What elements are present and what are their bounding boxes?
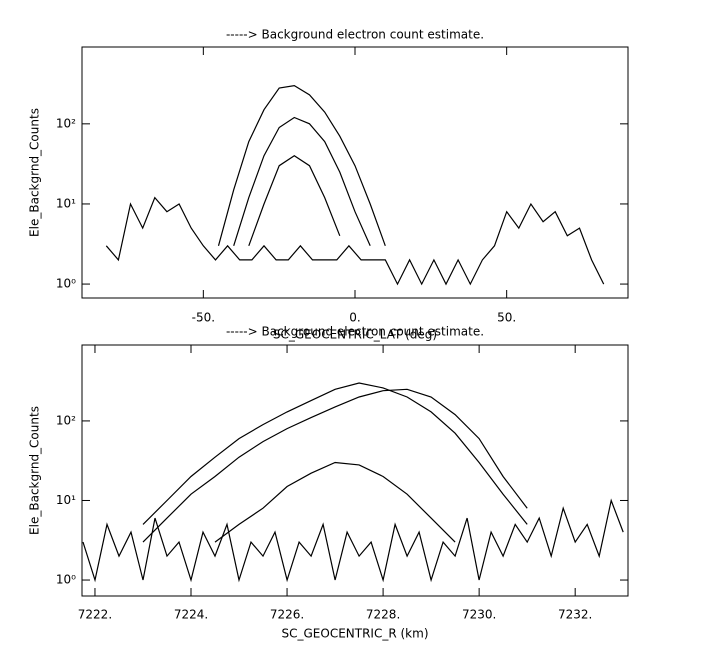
data-line — [214, 461, 456, 543]
x-tick-label: 7228. — [366, 608, 400, 622]
x-tick-label: 7226. — [270, 608, 304, 622]
x-tick-label: 7222. — [78, 608, 112, 622]
chart-title: -----> Background electron count estimat… — [226, 325, 484, 339]
y-tick-label: 10¹ — [56, 196, 76, 210]
x-tick-label: 7224. — [174, 608, 208, 622]
y-tick-label: 10⁰ — [56, 573, 76, 587]
data-line — [142, 382, 528, 525]
x-tick-label: 7232. — [558, 608, 592, 622]
chart-title: -----> Background electron count estimat… — [226, 28, 484, 42]
y-tick-label: 10² — [56, 116, 76, 130]
plot-frame — [81, 46, 629, 299]
data-line — [142, 388, 528, 543]
x-tick-label: 7230. — [462, 608, 496, 622]
x-axis-title: SC_GEOCENTRIC_LAT (deg) — [273, 328, 437, 342]
data-line — [233, 116, 371, 247]
plot-frame — [81, 344, 629, 597]
x-tick-label: 0. — [349, 311, 360, 325]
y-axis-title: Ele_Backgrnd_Counts — [28, 406, 42, 535]
data-line — [248, 154, 341, 247]
x-tick-label: -50. — [192, 311, 215, 325]
x-tick-label: 50. — [497, 311, 516, 325]
y-tick-label: 10⁰ — [56, 277, 76, 291]
data-line — [217, 84, 386, 247]
data-line — [105, 196, 605, 286]
y-tick-label: 10¹ — [56, 493, 76, 507]
y-axis-title: Ele_Backgrnd_Counts — [28, 108, 42, 237]
x-axis-title: SC_GEOCENTRIC_R (km) — [282, 627, 429, 641]
y-tick-label: 10² — [56, 413, 76, 427]
data-line — [82, 498, 624, 583]
